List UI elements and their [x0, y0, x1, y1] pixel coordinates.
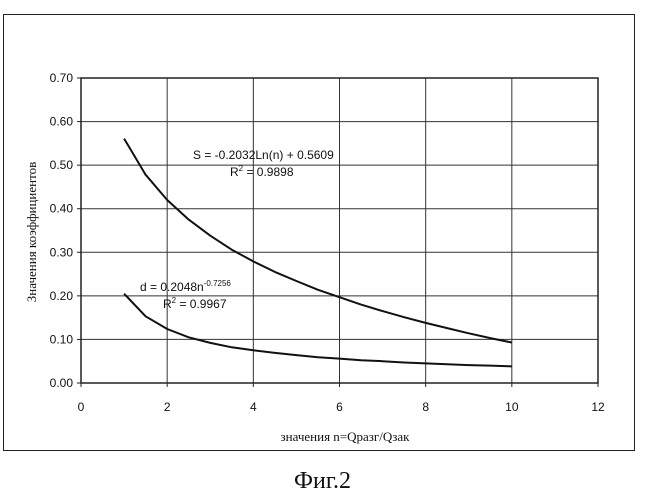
x-tick-label: 0 [78, 400, 85, 414]
figure-caption: Фиг.2 [0, 468, 645, 495]
x-tick-label: 2 [164, 400, 171, 414]
y-tick-label: 0.30 [50, 245, 74, 259]
d-equation-label: d = 0.2048n-0.7256 [140, 279, 231, 294]
y-axis-title: Значения коэффициентов [24, 162, 39, 303]
x-tick-label: 4 [250, 400, 257, 414]
series-line-s [124, 139, 512, 343]
s-equation-label: S = -0.2032Ln(n) + 0.5609 [193, 148, 334, 162]
y-tick-label: 0.40 [50, 202, 74, 216]
y-tick-label: 0.10 [50, 332, 74, 346]
x-tick-label: 8 [422, 400, 429, 414]
x-tick-label: 6 [336, 400, 343, 414]
y-tick-label: 0.20 [50, 289, 74, 303]
y-tick-label: 0.50 [50, 158, 74, 172]
x-axis-title: значения n=Qразг/Qзак [281, 429, 411, 444]
grid-lines [81, 78, 598, 383]
s-r-squared-label: R2 = 0.9898 [230, 164, 294, 179]
x-tick-label: 12 [591, 400, 605, 414]
y-tick-label: 0.60 [50, 115, 74, 129]
d-r-squared-label: R2 = 0.9967 [163, 296, 227, 311]
x-tick-label: 10 [505, 400, 519, 414]
axis-ticks: 0 2 4 6 8 10 12 0.00 0.10 0.20 0.30 0.40 0.50 0.60 0.7… [50, 71, 605, 414]
y-tick-label: 0.70 [50, 71, 74, 85]
y-tick-label: 0.00 [50, 376, 74, 390]
